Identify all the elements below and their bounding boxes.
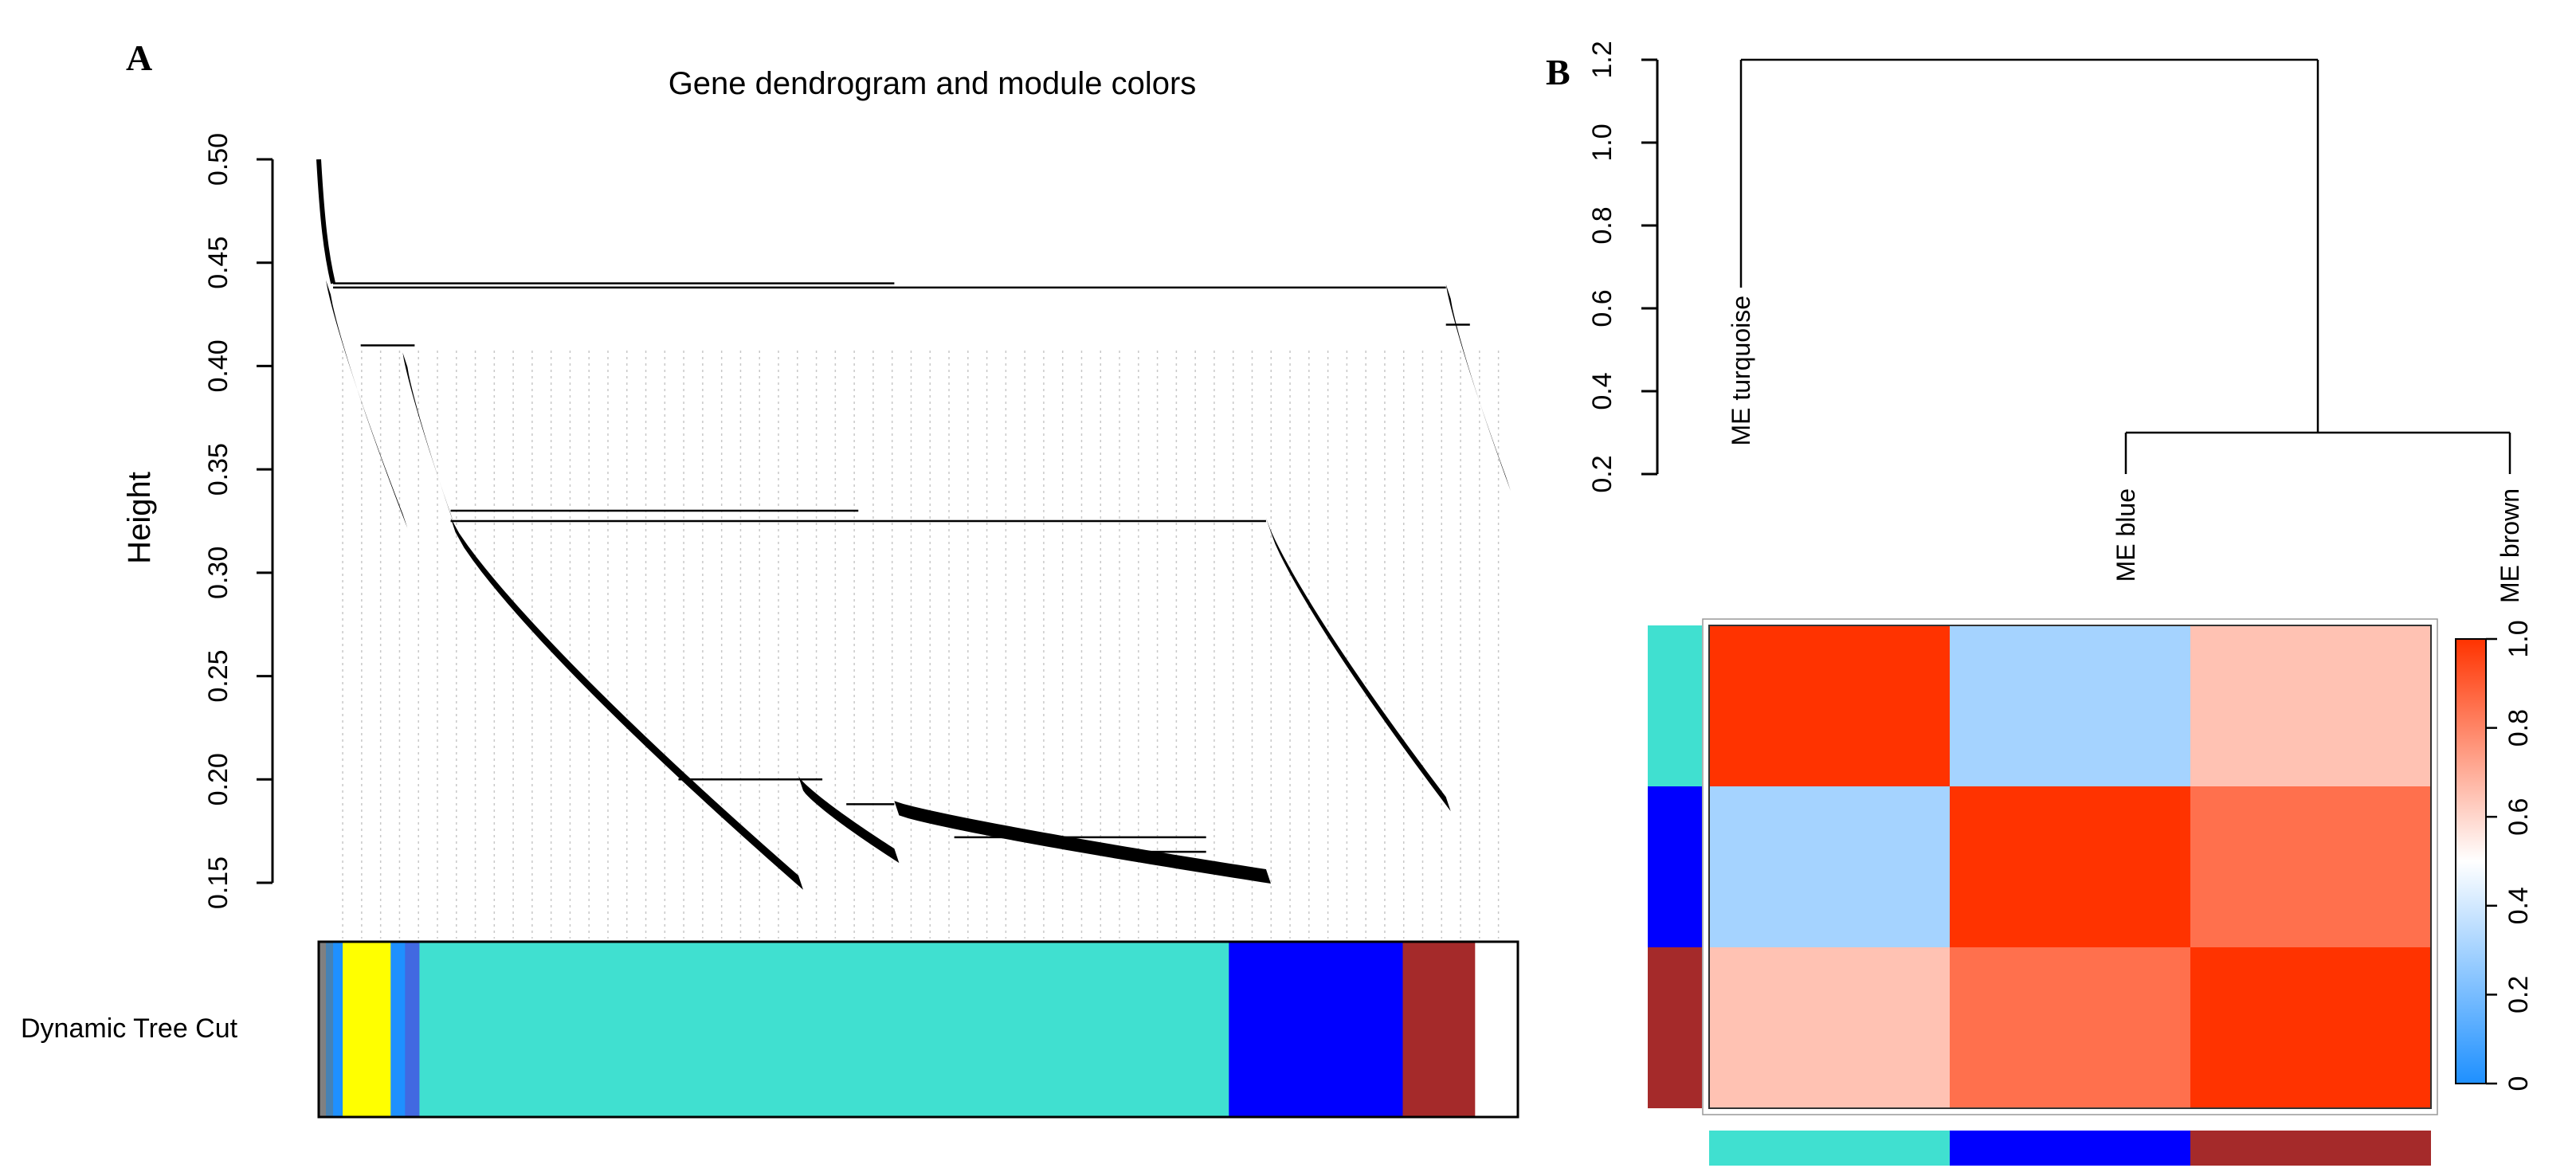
module-color-segment (1402, 942, 1476, 1117)
branch-0 (326, 280, 408, 528)
module-color-segment (390, 942, 406, 1117)
branch-4 (894, 801, 1271, 884)
branch-6 (1445, 284, 1511, 492)
panel-a-leaf-guides (342, 351, 1500, 939)
y-tick-label: 1.0 (1587, 123, 1617, 161)
colorbar-tick-label: 0.4 (2503, 887, 2534, 924)
y-tick-label: 0.2 (1587, 455, 1617, 492)
heatmap-cell (1709, 786, 1951, 948)
branch-2 (450, 518, 803, 890)
module-color-segment (1229, 942, 1404, 1117)
module-color-segment (419, 942, 1229, 1117)
panel-a-module-colors (317, 940, 1519, 1119)
leaf-label: ME blue (2111, 488, 2140, 582)
heatmap-outer-frame (1702, 618, 2438, 1115)
branch-1 (402, 352, 456, 528)
heatmap-cell (2190, 947, 2432, 1109)
branch-3 (798, 776, 900, 864)
y-tick-label: 0.30 (203, 547, 233, 599)
heatmap-cell (2190, 625, 2432, 787)
module-color-segment (333, 942, 343, 1117)
row-color-bar (1648, 625, 1702, 786)
y-tick-label: 0.50 (203, 133, 233, 186)
heatmap-cell (1950, 625, 2191, 787)
module-color-segment (326, 942, 334, 1117)
y-tick-label: 0.20 (203, 753, 233, 805)
heatmap-cell (1950, 786, 2191, 948)
col-color-bar (1709, 1131, 1950, 1166)
y-tick-label: 0.4 (1587, 372, 1617, 410)
panel-a-ylabel: Height (122, 472, 157, 564)
panel-b-y-axis: 0.2 0.4 0.6 0.8 1.0 1.2 (1587, 41, 1659, 493)
panel-b-heatmap (1648, 618, 2438, 1166)
colorbar-rect (2455, 638, 2487, 1084)
leaf-label: ME brown (2496, 488, 2524, 603)
col-color-bar (1950, 1131, 2190, 1166)
colorbar-tick-label: 0.8 (2503, 709, 2534, 747)
y-tick-label: 0.40 (203, 339, 233, 392)
module-color-segment (319, 942, 327, 1117)
panel-b-letter: B (1546, 52, 1570, 92)
y-tick-label: 0.35 (203, 443, 233, 496)
panel-b-dendrogram: ME turquoise ME blue ME brown (1727, 58, 2524, 603)
y-tick-label: 0.8 (1587, 206, 1617, 244)
y-tick-label: 0.45 (203, 237, 233, 289)
y-tick-label: 0.6 (1587, 289, 1617, 327)
y-tick-label: 0.15 (203, 856, 233, 909)
panel-a-letter: A (126, 37, 152, 78)
heatmap-cell (2190, 786, 2432, 948)
root-trunk (316, 159, 335, 284)
y-tick-label: 1.2 (1587, 41, 1617, 78)
panel-a-y-axis: 0.15 0.20 0.25 0.30 0.35 0.40 0.45 0.50 (203, 133, 274, 909)
y-tick-label: 0.25 (203, 649, 233, 702)
heatmap-cell (1709, 947, 1951, 1109)
module-color-segment (343, 942, 391, 1117)
color-row-label: Dynamic Tree Cut (21, 1013, 238, 1044)
heatmap-cell (1709, 625, 1951, 787)
col-color-bar (2190, 1131, 2431, 1166)
panel-b-colorbar: 0 0.2 0.4 0.6 0.8 1.0 (2455, 620, 2534, 1092)
colorbar-tick-label: 0.2 (2503, 976, 2534, 1013)
colorbar-tick-label: 0.6 (2503, 798, 2534, 836)
module-color-border (317, 940, 1519, 1119)
row-color-bar (1648, 947, 1702, 1108)
branch-5 (1265, 518, 1451, 812)
panel-a-title: Gene dendrogram and module colors (669, 66, 1197, 101)
heatmap-cell (1950, 947, 2191, 1109)
row-color-bar (1648, 786, 1702, 947)
module-color-segment (405, 942, 420, 1117)
colorbar-tick-label: 1.0 (2503, 620, 2534, 657)
panel-a-dendrogram (316, 159, 1511, 890)
heatmap-border (1708, 625, 2432, 1109)
colorbar-tick-label: 0 (2503, 1076, 2534, 1092)
leaf-label: ME turquoise (1727, 296, 1755, 446)
